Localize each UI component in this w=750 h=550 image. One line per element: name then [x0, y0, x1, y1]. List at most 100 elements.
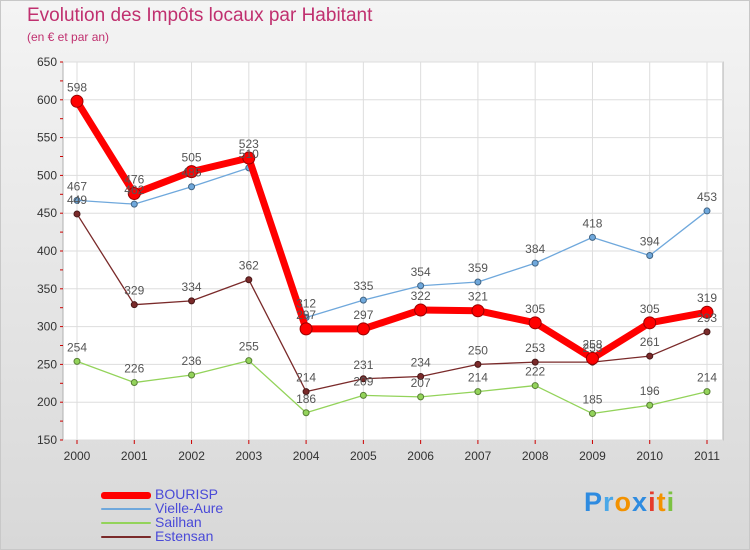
series-line-vielle-aure	[76, 167, 708, 319]
legend-label: Estensan	[155, 528, 214, 544]
x-tick-label: 2005	[350, 449, 377, 463]
data-label-bourisp: 322	[411, 289, 431, 303]
legend-label: Vielle-Aure	[155, 500, 224, 516]
data-point-sailhan	[130, 379, 138, 387]
data-label-vielle-aure: 462	[124, 183, 144, 197]
y-tick-label: 250	[37, 357, 57, 371]
data-label-estensan: 231	[353, 358, 373, 372]
data-point-estensan	[359, 375, 367, 383]
data-label-sailhan: 214	[697, 371, 717, 385]
chart-title: Evolution des Impôts locaux par Habitant	[27, 5, 373, 26]
data-label-estensan: 253	[582, 341, 602, 355]
data-label-bourisp: 321	[468, 290, 488, 304]
logo-letter: i	[666, 487, 676, 517]
data-label-vielle-aure: 384	[525, 242, 545, 256]
data-point-estensan	[302, 388, 310, 396]
data-point-bourisp	[356, 322, 370, 336]
data-point-bourisp	[643, 316, 657, 330]
data-point-vielle-aure	[188, 183, 196, 191]
x-tick-label: 2004	[293, 449, 320, 463]
data-label-estensan: 214	[296, 371, 316, 385]
data-label-bourisp: 297	[353, 308, 373, 322]
series-line-bourisp	[73, 97, 711, 362]
x-tick-label: 2000	[64, 449, 91, 463]
logo-letter: r	[603, 487, 615, 517]
data-point-bourisp	[414, 303, 428, 317]
data-point-bourisp	[299, 322, 313, 336]
legend-label: Sailhan	[155, 514, 202, 530]
y-tick-label: 500	[37, 168, 57, 182]
data-label-vielle-aure: 335	[353, 279, 373, 293]
data-label-bourisp: 305	[525, 302, 545, 316]
data-label-sailhan: 196	[640, 384, 660, 398]
data-point-vielle-aure	[73, 196, 81, 204]
data-label-bourisp: 505	[182, 151, 202, 165]
data-point-sailhan	[417, 393, 425, 401]
data-label-sailhan: 222	[525, 365, 545, 379]
proxiti-logo: Proxiti	[584, 487, 675, 518]
data-point-sailhan	[302, 409, 310, 417]
data-point-vielle-aure	[531, 259, 539, 267]
data-point-estensan	[703, 328, 711, 336]
data-point-sailhan	[531, 382, 539, 390]
data-label-sailhan: 209	[353, 374, 373, 388]
data-point-estensan	[188, 297, 196, 305]
logo-letter: i	[648, 487, 657, 517]
y-tick-label: 150	[37, 433, 57, 447]
data-point-vielle-aure	[703, 207, 711, 215]
data-label-vielle-aure: 485	[182, 166, 202, 180]
data-point-estensan	[130, 301, 138, 309]
legend-swatch	[101, 508, 151, 510]
data-point-sailhan	[588, 410, 596, 418]
series-line-sailhan	[76, 359, 708, 415]
data-label-estensan: 234	[411, 355, 431, 369]
data-label-estensan: 261	[640, 335, 660, 349]
y-tick-label: 350	[37, 282, 57, 296]
data-point-bourisp	[585, 351, 599, 365]
data-label-sailhan: 185	[582, 393, 602, 407]
data-point-bourisp	[185, 165, 199, 179]
y-tick-label: 600	[37, 93, 57, 107]
x-tick-label: 2003	[235, 449, 262, 463]
data-point-sailhan	[646, 401, 654, 409]
y-tick-label: 450	[37, 206, 57, 220]
data-label-estensan: 449	[67, 193, 87, 207]
data-label-vielle-aure: 418	[582, 216, 602, 230]
series-line-estensan	[76, 213, 708, 393]
data-point-bourisp	[242, 151, 256, 165]
y-tick-label: 400	[37, 244, 57, 258]
data-label-estensan: 334	[182, 280, 202, 294]
data-label-sailhan: 226	[124, 362, 144, 376]
data-label-bourisp: 305	[640, 302, 660, 316]
data-point-sailhan	[474, 388, 482, 396]
data-label-sailhan: 207	[411, 376, 431, 390]
x-tick-label: 2009	[579, 449, 606, 463]
data-point-vielle-aure	[646, 252, 654, 260]
data-point-sailhan	[359, 391, 367, 399]
data-point-bourisp	[127, 187, 141, 201]
x-tick-label: 2001	[121, 449, 148, 463]
data-point-vielle-aure	[474, 278, 482, 286]
data-label-sailhan: 186	[296, 392, 316, 406]
data-point-estensan	[646, 352, 654, 360]
x-tick-label: 2006	[407, 449, 434, 463]
data-label-estensan: 253	[525, 341, 545, 355]
y-tick-label: 200	[37, 395, 57, 409]
data-label-estensan: 293	[697, 311, 717, 325]
x-tick-label: 2011	[694, 449, 720, 463]
data-label-sailhan: 255	[239, 340, 259, 354]
data-point-vielle-aure	[417, 282, 425, 290]
data-point-bourisp	[70, 94, 84, 108]
data-label-vielle-aure: 510	[239, 147, 259, 161]
data-label-estensan: 250	[468, 343, 488, 357]
legend-swatch	[101, 492, 151, 499]
chart-subtitle: (en € et par an)	[27, 30, 110, 44]
data-point-bourisp	[700, 305, 714, 319]
x-tick-label: 2002	[178, 449, 205, 463]
legend-label: BOURISP	[155, 486, 219, 502]
data-point-estensan	[73, 210, 81, 218]
data-label-vielle-aure: 359	[468, 261, 488, 275]
legend-swatch	[101, 522, 151, 524]
data-label-vielle-aure: 312	[296, 297, 316, 311]
